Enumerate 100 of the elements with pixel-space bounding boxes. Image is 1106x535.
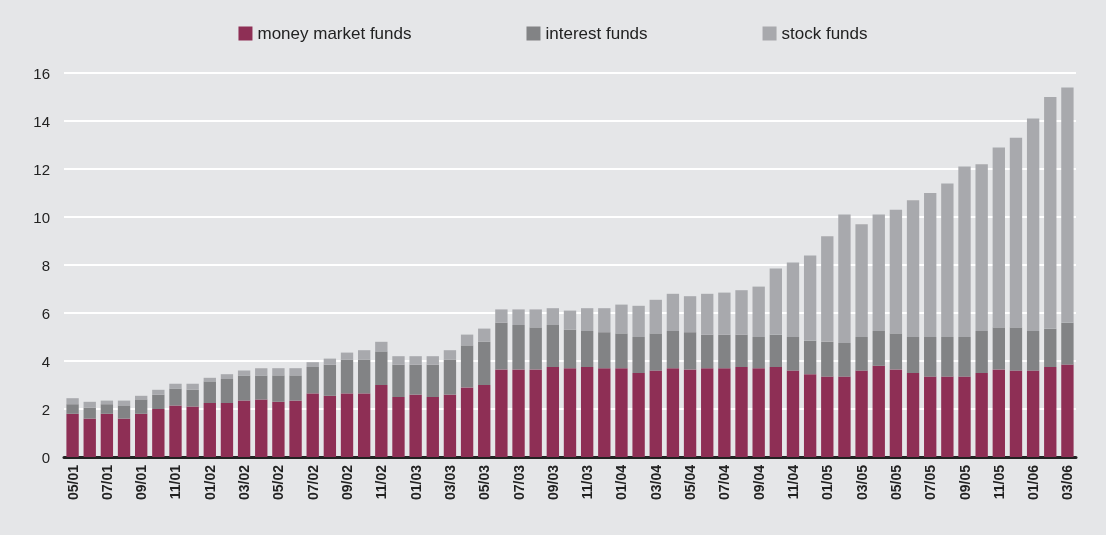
x-tick-label: 01/04 [613,464,630,501]
x-tick-label: 07/01 [98,464,115,501]
bar [495,309,508,323]
bar [666,331,680,369]
bar [1009,370,1023,457]
x-tick-label: 07/02 [304,464,321,501]
bar [375,341,388,352]
bar [615,368,628,457]
y-tick-label: 10 [33,208,50,226]
x-tick-label: 03/05 [853,464,870,501]
x-tick-label: 11/04 [784,464,801,500]
bar [649,299,662,334]
bar [1061,364,1074,457]
x-tick-label: 05/05 [887,464,904,501]
bar [906,200,920,337]
bar [83,401,96,408]
bar [975,373,988,457]
bar [152,389,165,395]
bar [409,356,422,365]
x-tick-label: 01/06 [1025,464,1042,501]
bar [117,418,131,457]
bar [683,332,697,370]
bar [66,404,79,414]
bar [632,337,645,373]
bar [375,351,388,385]
bar [632,373,645,457]
bar [992,147,1005,328]
bar [289,375,302,401]
bar [735,334,748,367]
bar [803,340,817,375]
bar [838,376,851,457]
bar [598,368,611,457]
legend-label: interest funds [545,24,648,43]
bar [924,193,937,337]
bar [220,379,234,403]
bar [495,369,508,457]
x-tick-label: 09/03 [544,464,561,501]
x-tick-label: 03/03 [441,464,458,501]
bar [169,383,182,389]
x-tick-label: 11/03 [579,464,596,500]
bar [615,304,628,334]
y-tick-label: 16 [33,64,50,82]
bar [941,337,954,377]
bar [803,255,817,341]
bar [683,369,697,457]
x-tick-label: 05/04 [682,464,699,501]
bar [66,398,79,405]
bar [186,389,199,407]
x-tick-label: 05/03 [476,464,493,501]
bar [460,387,474,457]
bar [992,327,1005,370]
x-tick-label: 07/04 [716,464,733,501]
bar [1044,328,1057,367]
bar [83,407,96,419]
bar [135,399,148,414]
bar [1061,322,1074,365]
bar [340,359,354,394]
bar [649,333,662,371]
bar [752,368,765,457]
bar [357,359,371,394]
x-tick-label: 05/02 [270,464,287,501]
bar [529,309,542,328]
bar [186,406,199,457]
bar [323,395,337,457]
bar [83,418,96,457]
bar [409,364,422,395]
bar [666,293,680,331]
bar [718,334,731,369]
bar [563,368,577,457]
x-tick-label: 03/02 [236,464,253,501]
bar [563,329,577,369]
bar [975,164,988,331]
bar [580,367,594,457]
bar [289,400,302,457]
y-tick-label: 12 [33,160,50,178]
bar [941,376,954,457]
bar [392,364,405,397]
y-tick-label: 0 [41,448,50,466]
bar [838,343,851,377]
bar [906,373,920,457]
x-tick-label: 11/01 [167,464,184,500]
bar [152,394,165,409]
bar [340,352,354,360]
bar [889,333,903,370]
bar [169,388,182,406]
x-tick-label: 11/02 [373,464,390,500]
bar [1044,97,1057,329]
bar [100,413,114,457]
bar [255,368,268,376]
bar [906,337,920,373]
bar [872,331,885,366]
bar [786,337,800,371]
bar [701,368,714,457]
bar [357,393,371,457]
bar [735,367,748,457]
bar [392,356,405,365]
bar [563,310,577,330]
x-tick-label: 11/05 [990,464,1007,500]
bar [958,376,971,457]
bar [838,214,851,343]
